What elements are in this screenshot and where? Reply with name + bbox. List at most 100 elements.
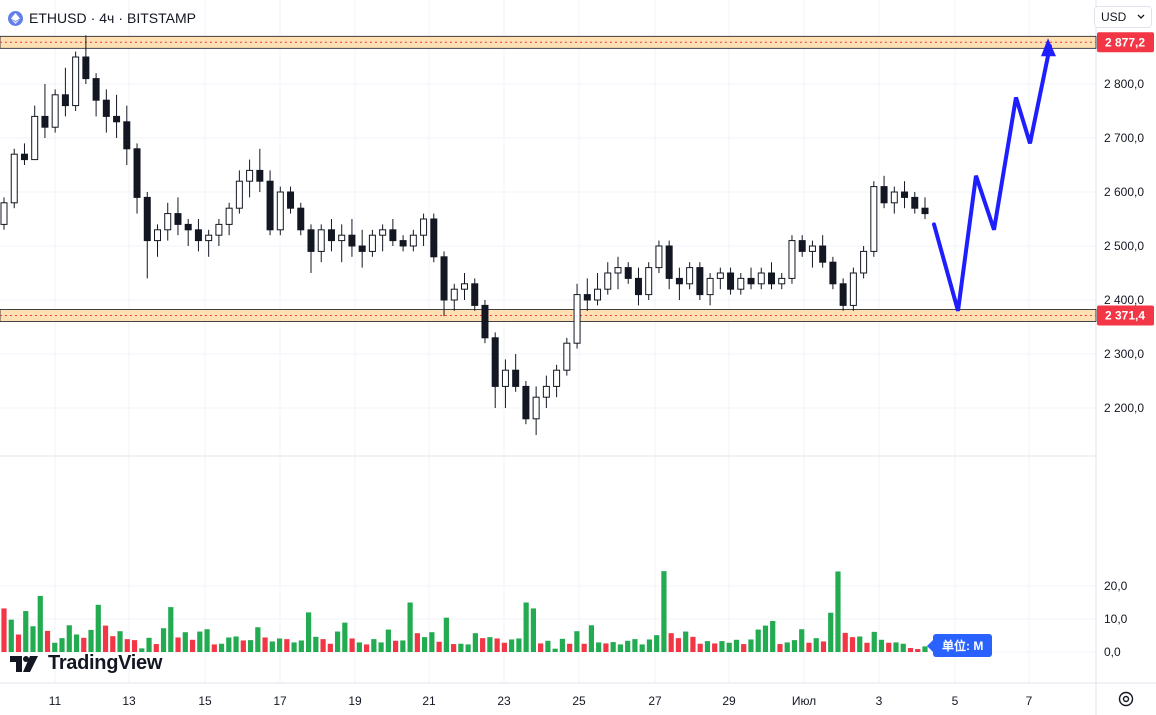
volume-bar — [530, 608, 536, 652]
candle-body — [716, 272, 724, 279]
candle-body — [624, 267, 632, 279]
volume-bar — [429, 632, 435, 652]
candle-body — [133, 148, 141, 198]
tradingview-logo[interactable]: TradingView — [10, 652, 162, 675]
candle-body — [890, 191, 898, 204]
volume-bar — [501, 642, 507, 652]
volume-bar — [878, 639, 885, 652]
volume-bar — [748, 639, 754, 652]
candle-body — [174, 213, 182, 225]
volume-bar — [509, 639, 515, 652]
candle-body — [61, 94, 69, 107]
volume-axis: 0,0 10,0 20,0 — [1104, 579, 1128, 659]
volume-unit-text: 单位: M — [942, 639, 984, 653]
candle-body — [276, 191, 284, 231]
candle-body — [297, 207, 305, 231]
volume-bar — [886, 642, 892, 652]
price-tick-label: 2 400,0 — [1104, 293, 1144, 307]
candle-body — [184, 223, 192, 231]
volume-bar — [820, 641, 827, 652]
volume-bar — [59, 638, 65, 652]
volume-bar — [784, 642, 790, 652]
separator: · — [118, 10, 123, 26]
volume-bar — [204, 629, 210, 652]
volume-bar — [552, 648, 558, 652]
candles — [0, 35, 929, 435]
separator: · — [90, 10, 96, 26]
volume-bar — [211, 644, 217, 652]
volume-bar — [762, 625, 769, 652]
price-tick-label: 2 800,0 — [1104, 77, 1144, 91]
volume-bar — [538, 643, 544, 652]
volume-bar — [233, 636, 239, 652]
candle-body — [808, 245, 816, 252]
volume-bar — [247, 640, 254, 652]
candle-body — [461, 283, 468, 290]
volume-bar — [755, 629, 761, 652]
candle-body — [921, 207, 929, 215]
candle-body — [143, 196, 151, 242]
price-tick-label: 2 200,0 — [1104, 401, 1144, 415]
symbol-header[interactable]: ETHUSD · 4ч · BITSTAMP — [8, 8, 196, 28]
candle-body — [522, 385, 530, 420]
candle-body — [542, 385, 550, 398]
volume-bar — [617, 644, 624, 652]
volume-bar — [327, 643, 333, 652]
volume-bar — [284, 639, 290, 652]
volume-bar — [545, 640, 551, 652]
candle-body — [880, 186, 888, 204]
volume-bar — [1, 608, 7, 652]
volume-bar — [704, 641, 711, 652]
candle-body — [512, 369, 520, 387]
volume-bar — [596, 642, 602, 652]
time-tick-label: 15 — [198, 694, 212, 708]
volume-bar — [661, 571, 667, 652]
candle-body — [594, 288, 602, 301]
candle-body — [430, 218, 438, 258]
volume-bar — [73, 634, 80, 652]
volume-bar — [334, 631, 341, 652]
volume-bar — [842, 632, 848, 652]
volume-bar — [37, 595, 43, 652]
symbol-name: ETHUSD — [29, 10, 87, 26]
currency-label: USD — [1101, 10, 1127, 24]
volume-bar — [900, 643, 906, 652]
volume-bar — [182, 632, 188, 652]
candle-body — [737, 277, 745, 290]
candle-body — [102, 99, 110, 117]
volume-bar — [893, 642, 899, 652]
candle-body — [481, 304, 489, 339]
candle-body — [205, 234, 213, 242]
candle-body — [553, 369, 561, 387]
settings-icon[interactable] — [1117, 690, 1135, 708]
volume-bar — [849, 637, 856, 652]
volume-bar — [88, 629, 94, 652]
volume-bar — [30, 626, 36, 652]
candle-body — [583, 294, 591, 301]
volume-bar — [422, 637, 428, 652]
currency-select[interactable]: USD — [1094, 6, 1152, 28]
volume-bar — [581, 643, 587, 652]
time-tick-label: 7 — [1026, 694, 1033, 708]
candle-body — [113, 115, 121, 123]
level-price-tag — [1097, 305, 1154, 326]
candle-body — [706, 277, 714, 296]
price-axis[interactable]: 2 877,2 2 371,4 2 200,0 2 300,0 2 400,0 2 500… — [1097, 32, 1154, 415]
time-axis[interactable]: 11 13 15 17 19 21 23 25 27 29 Июл 3 5 7 — [49, 694, 1033, 708]
brand-text: TradingView — [48, 652, 163, 674]
volume-bar — [117, 631, 123, 652]
forecast-path — [932, 44, 1052, 312]
ethereum-icon — [8, 10, 23, 26]
volume-bar — [23, 611, 29, 652]
exchange: BITSTAMP — [127, 10, 196, 26]
volume-bar — [857, 636, 863, 652]
volume-bar — [632, 639, 638, 652]
time-tick-label: 19 — [348, 694, 362, 708]
volume-tick-label: 20,0 — [1104, 579, 1128, 593]
volume-bar — [465, 644, 471, 652]
volume-tick-label: 0,0 — [1104, 645, 1121, 659]
volume-bar — [733, 639, 740, 652]
candle-body — [82, 56, 90, 80]
volume-bar — [139, 648, 145, 652]
